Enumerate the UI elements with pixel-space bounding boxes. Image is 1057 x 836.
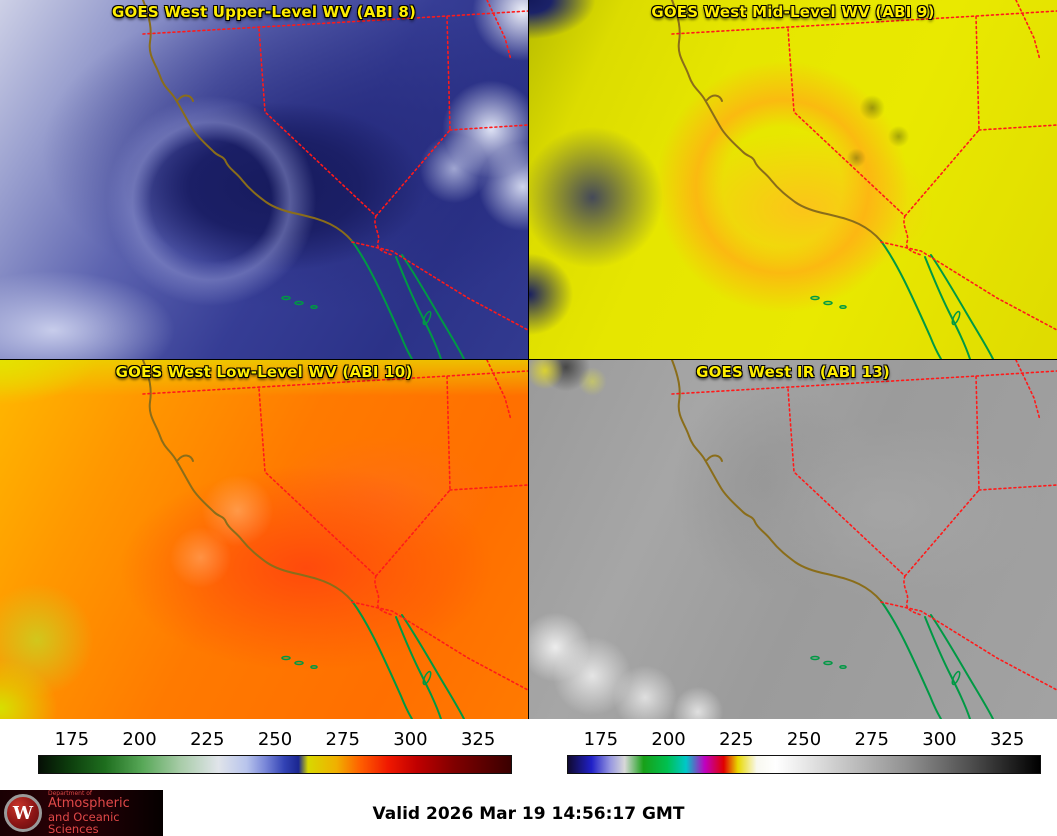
logo-text: Department of Atmospheric and Oceanic Sc… [48, 789, 163, 836]
colorbar-tick: 250 [257, 729, 293, 750]
panel-mid-level-wv: GOES West Mid-Level WV (ABI 9) [529, 0, 1057, 359]
logo-line-1: Department of [48, 789, 92, 797]
panel-title-ir: GOES West IR (ABI 13) [696, 363, 890, 381]
colorbar-ir-ticks: 175 200 225 250 275 300 325 [529, 729, 1057, 750]
basemap-overlay [671, 360, 1057, 719]
colorbar-tick: 275 [325, 729, 360, 750]
colorbar-wv: 175 200 225 250 275 300 325 [0, 719, 528, 790]
panel-low-level-wv: GOES West Low-Level WV (ABI 10) [0, 360, 528, 719]
colorbar-wv-ticks: 175 200 225 250 275 300 325 [0, 729, 528, 750]
valid-timestamp: Valid 2026 Mar 19 14:56:17 GMT [372, 803, 685, 824]
colorbar-tick: 300 [393, 729, 428, 750]
panel-grid: GOES West Upper-Level WV (ABI 8) GOES We… [0, 0, 1057, 719]
colorbar-tick: 175 [54, 729, 90, 750]
uw-crest-icon: W [4, 794, 42, 832]
colorbar-tick: 200 [651, 729, 686, 750]
panel-title-upper-wv: GOES West Upper-Level WV (ABI 8) [111, 3, 417, 21]
panel-upper-level-wv: GOES West Upper-Level WV (ABI 8) [0, 0, 528, 359]
logo-line-2: Atmospheric [48, 796, 130, 812]
colorbar-section: 175 200 225 250 275 300 325 175 200 225 … [0, 719, 1057, 790]
colorbar-tick: 175 [583, 729, 619, 750]
colorbar-tick: 225 [190, 729, 225, 750]
colorbar-tick: 250 [786, 729, 822, 750]
colorbar-tick: 225 [719, 729, 754, 750]
panel-title-low-wv: GOES West Low-Level WV (ABI 10) [115, 363, 413, 381]
colorbar-ir-gradient [567, 755, 1041, 774]
panel-ir: GOES West IR (ABI 13) [529, 360, 1057, 719]
colorbar-tick: 200 [122, 729, 157, 750]
basemap-overlay [142, 0, 528, 359]
colorbar-tick: 325 [460, 729, 496, 750]
colorbar-ir: 175 200 225 250 275 300 325 [529, 719, 1057, 790]
colorbar-tick: 275 [854, 729, 889, 750]
footer: W Department of Atmospheric and Oceanic … [0, 790, 1057, 836]
colorbar-wv-gradient [38, 755, 512, 774]
uw-aos-logo: W Department of Atmospheric and Oceanic … [0, 790, 163, 836]
basemap-overlay [142, 360, 528, 719]
basemap-overlay [671, 0, 1057, 359]
colorbar-tick: 300 [922, 729, 957, 750]
panel-title-mid-wv: GOES West Mid-Level WV (ABI 9) [651, 3, 935, 21]
crest-letter: W [12, 802, 34, 824]
colorbar-tick: 325 [989, 729, 1025, 750]
logo-line-3: and Oceanic Sciences [48, 809, 120, 836]
